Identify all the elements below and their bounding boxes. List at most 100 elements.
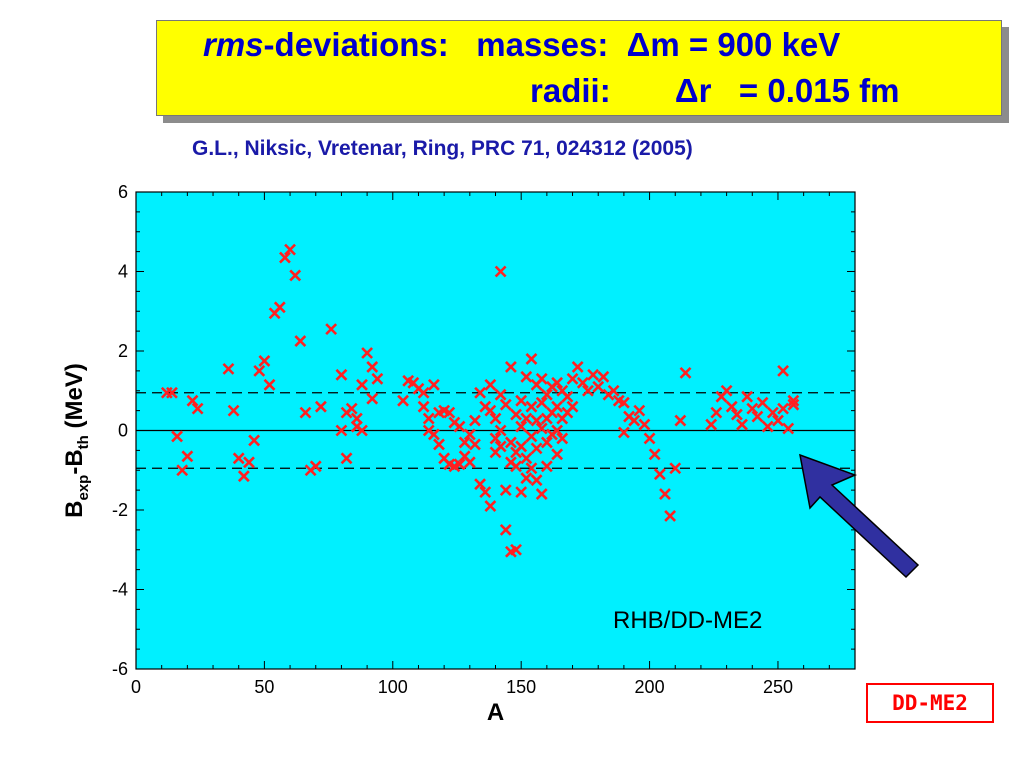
- data-point: [484, 500, 497, 512]
- title-box: rms-deviations: masses: Δm = 900 keV rad…: [156, 20, 1002, 116]
- x-tick-label: 150: [506, 677, 536, 697]
- data-point: [617, 426, 630, 439]
- data-point: [314, 400, 327, 413]
- data-point: [458, 436, 471, 449]
- y-tick-label: 2: [118, 341, 128, 361]
- y-tick-label: 4: [118, 262, 128, 282]
- data-point: [427, 428, 440, 441]
- data-point: [525, 462, 538, 475]
- y-tick-label: 0: [118, 421, 128, 441]
- data-point: [777, 364, 790, 377]
- data-point: [669, 462, 682, 475]
- data-point: [504, 436, 517, 449]
- data-point: [530, 414, 543, 427]
- x-tick-label: 100: [378, 677, 408, 697]
- title-line-1: rms-deviations: masses: Δm = 900 keV: [203, 27, 840, 63]
- y-tick-label: 6: [118, 182, 128, 202]
- data-point: [176, 464, 189, 477]
- data-point: [443, 406, 456, 419]
- data-point: [171, 430, 184, 443]
- x-axis-label: A: [487, 699, 504, 726]
- data-point: [633, 404, 646, 417]
- data-point: [766, 406, 779, 419]
- data-point: [222, 362, 235, 375]
- data-point: [510, 543, 522, 556]
- data-point: [479, 486, 492, 499]
- data-point: [356, 424, 368, 437]
- data-point: [530, 474, 543, 487]
- data-point: [289, 269, 302, 282]
- data-point: [248, 434, 261, 447]
- reference-lines: [136, 392, 855, 469]
- y-axis-label: Bexp-Bth (MeV): [61, 363, 92, 518]
- data-point: [335, 368, 348, 381]
- data-point: [617, 396, 630, 409]
- data-point: [551, 448, 564, 461]
- data-point: [489, 432, 502, 445]
- data-point: [576, 376, 589, 389]
- data-point: [659, 488, 671, 501]
- data-point: [417, 386, 430, 399]
- data-point: [499, 484, 512, 497]
- data-point: [540, 388, 553, 401]
- data-point: [556, 432, 569, 445]
- data-point: [453, 420, 466, 433]
- data-point: [787, 394, 800, 407]
- data-point: [309, 460, 322, 473]
- data-point: [340, 452, 353, 465]
- data-point: [525, 400, 538, 413]
- plot-frame: [135, 191, 856, 670]
- data-point: [746, 402, 759, 415]
- data-point: [520, 370, 533, 383]
- data-point: [397, 394, 409, 407]
- x-tick-label: 200: [635, 677, 665, 697]
- data-point: [181, 450, 194, 463]
- data-point: [582, 384, 594, 397]
- data-point: [730, 408, 743, 421]
- data-point: [474, 386, 487, 399]
- data-point: [284, 243, 296, 256]
- y-label-b: B: [61, 501, 88, 518]
- data-point: [427, 378, 440, 391]
- data-point: [494, 265, 507, 278]
- data-point: [463, 456, 476, 469]
- data-point: [751, 410, 764, 423]
- data-point: [761, 420, 774, 433]
- data-point: [166, 386, 178, 399]
- data-point: [628, 414, 641, 427]
- data-point: [705, 418, 718, 431]
- y-label-b-th: -B: [61, 449, 88, 474]
- title-line-1-text: -deviations: masses: Δm = 900 keV: [263, 26, 841, 63]
- data-point: [638, 418, 651, 431]
- data-point: [263, 378, 276, 391]
- y-tick-label: -6: [112, 659, 128, 679]
- x-tick-label: 0: [131, 677, 141, 697]
- data-point: [417, 400, 430, 413]
- data-point: [366, 392, 379, 405]
- axis-ticks: 0 50 100 150 200 250 -6 -4 -2 0 2 4 6: [112, 182, 856, 697]
- dd-me2-label: DD-ME2: [866, 683, 994, 723]
- x-tick-label: 250: [763, 677, 793, 697]
- data-point: [535, 372, 548, 385]
- data-point: [540, 460, 553, 473]
- data-point: [587, 368, 599, 381]
- y-label-sub-exp: exp: [75, 475, 92, 501]
- data-point: [371, 372, 384, 385]
- data-point: [422, 412, 435, 425]
- data-point: [237, 470, 250, 483]
- y-tick-label: -2: [112, 500, 128, 520]
- data-point: [253, 364, 266, 377]
- data-point: [741, 390, 754, 403]
- data-point: [525, 430, 538, 443]
- data-point: [335, 424, 348, 437]
- data-point: [592, 380, 605, 393]
- data-point: [653, 468, 666, 481]
- data-point: [597, 370, 610, 383]
- data-point: [520, 412, 533, 425]
- data-point: [469, 438, 481, 451]
- data-point: [643, 432, 656, 445]
- data-point: [484, 404, 497, 417]
- data-point: [674, 414, 687, 427]
- data-point: [607, 384, 620, 397]
